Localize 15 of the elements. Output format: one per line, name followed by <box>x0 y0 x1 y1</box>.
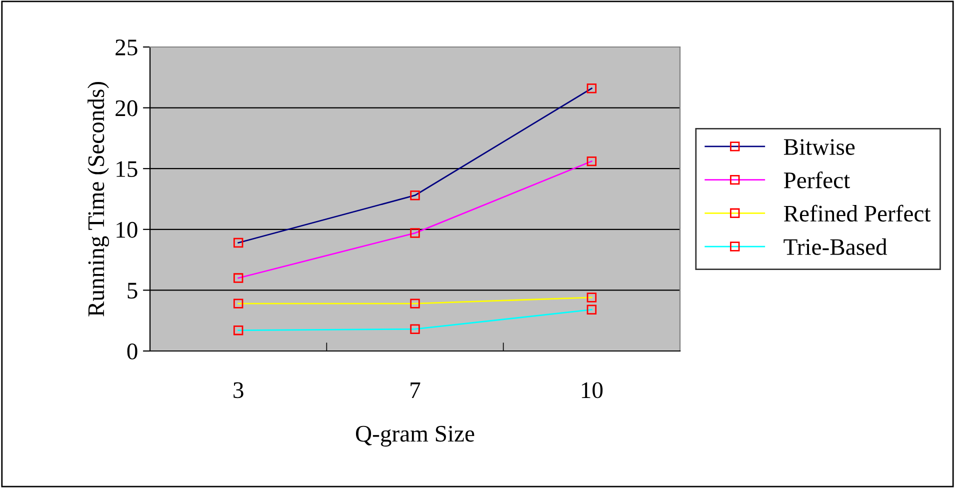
y-tick-label: 0 <box>127 343 138 360</box>
y-tick-label: 20 <box>116 100 138 116</box>
legend-label: Bitwise <box>784 139 855 155</box>
legend-label: Refined Perfect <box>784 204 931 222</box>
y-tick-label: 15 <box>116 161 138 178</box>
x-tick-label: 7 <box>410 382 420 398</box>
y-axis-title: Running Time (Seconds) <box>88 82 110 316</box>
x-tick-label: 10 <box>582 382 603 398</box>
y-tick-label: 5 <box>128 282 138 299</box>
legend-label: Perfect <box>784 171 850 188</box>
legend-label: Trie-Based <box>784 238 888 256</box>
y-tick-label: 10 <box>116 222 138 238</box>
x-tick-label: 3 <box>234 382 244 398</box>
x-axis-title: Q-gram Size <box>356 426 474 447</box>
y-tick-label: 25 <box>116 40 138 56</box>
